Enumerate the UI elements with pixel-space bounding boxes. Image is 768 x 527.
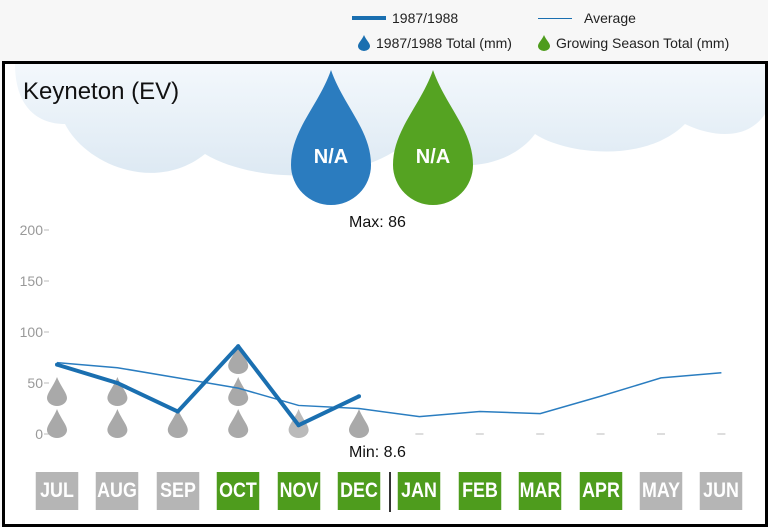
rain-drop-icon: [228, 377, 249, 406]
month-button-apr[interactable]: APR: [579, 472, 622, 510]
legend-label: 1987/1988: [392, 10, 459, 26]
y-tick-label: 100: [20, 324, 44, 340]
legend-label: 1987/1988 Total (mm): [376, 35, 512, 51]
month-button-jun[interactable]: JUN: [700, 472, 743, 510]
season-divider: [389, 472, 391, 512]
blue-drop-icon: [291, 70, 371, 205]
rain-drop-icon: [228, 345, 249, 374]
season-point: [175, 409, 180, 414]
rain-drop-icon: [47, 409, 67, 438]
rain-drop-icon: [349, 409, 369, 438]
rain-drop-icon: [47, 377, 67, 406]
legend: 1987/1988 Average 1987/1988 Total (mm) G…: [340, 8, 760, 58]
month-buttons: JUL AUG SEP OCT NOV DEC JAN FEB MAR APR MAY JUN: [5, 472, 765, 514]
month-button-sep[interactable]: SEP: [156, 472, 200, 510]
y-tick-label: 0: [35, 426, 43, 442]
legend-average-line: Average: [538, 10, 636, 26]
thin-line-icon: [538, 17, 572, 19]
season-point: [296, 423, 301, 428]
month-button-mar[interactable]: MAR: [518, 472, 562, 510]
rain-drop-icon: [167, 409, 188, 438]
blue-drop-icon: [358, 35, 370, 51]
legend-growing-total: Growing Season Total (mm): [538, 35, 729, 51]
month-button-oct[interactable]: OCT: [216, 472, 260, 510]
legend-season-line: 1987/1988: [352, 10, 458, 26]
y-tick-label: 200: [20, 222, 44, 238]
season-point: [236, 344, 241, 349]
plot-area: 0 50 100 150 200: [20, 222, 726, 442]
thick-line-icon: [352, 16, 386, 20]
season-total-value: N/A: [313, 146, 349, 168]
month-button-jan[interactable]: JAN: [398, 472, 441, 510]
green-drop-icon: [393, 70, 473, 205]
y-tick-label: 150: [20, 273, 44, 289]
legend-season-total: 1987/1988 Total (mm): [358, 35, 512, 51]
season-line: [56, 344, 360, 428]
green-drop-icon: [538, 35, 550, 51]
station-title: Keyneton (EV): [23, 78, 180, 105]
chart-frame: Keyneton (EV) N/A N/A Max: 86 Min: 8.6 0…: [2, 61, 768, 527]
month-button-feb[interactable]: FEB: [458, 472, 502, 510]
max-label: Max: 86: [349, 214, 406, 231]
rain-drop-icon: [228, 409, 249, 438]
growing-total-value: N/A: [415, 146, 451, 168]
average-line: [56, 361, 722, 418]
growing-total-drop: N/A: [393, 70, 473, 206]
rain-drop-icon: [107, 377, 128, 406]
min-label: Min: 8.6: [349, 444, 406, 461]
month-button-may[interactable]: MAY: [639, 472, 683, 510]
legend-label: Growing Season Total (mm): [556, 35, 730, 51]
month-button-aug[interactable]: AUG: [96, 472, 139, 510]
season-total-drop: N/A: [291, 70, 371, 206]
cloud-background: [15, 64, 765, 176]
legend-label: Average: [584, 10, 636, 26]
rain-drop-icon: [107, 409, 128, 438]
season-point: [115, 381, 120, 385]
season-point: [357, 394, 361, 399]
y-tick-label: 50: [27, 375, 43, 391]
month-button-nov[interactable]: NOV: [277, 472, 320, 510]
month-button-dec[interactable]: DEC: [337, 472, 381, 510]
season-point: [55, 362, 59, 367]
month-button-jul[interactable]: JUL: [35, 472, 79, 510]
